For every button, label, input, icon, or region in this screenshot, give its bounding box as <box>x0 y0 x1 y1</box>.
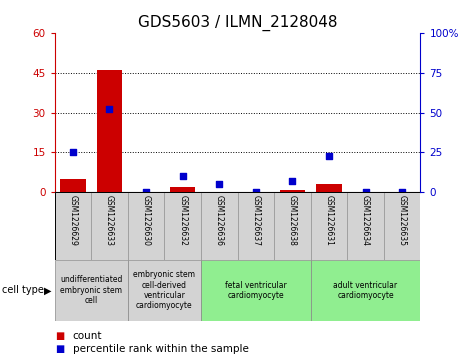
Bar <box>311 260 420 321</box>
Text: undifferentiated
embryonic stem
cell: undifferentiated embryonic stem cell <box>60 276 123 305</box>
Text: cell type: cell type <box>2 285 44 295</box>
Text: GSM1226632: GSM1226632 <box>178 195 187 246</box>
Point <box>179 174 186 179</box>
Text: ■: ■ <box>55 344 64 354</box>
Bar <box>60 179 86 192</box>
Text: embryonic stem
cell-derived
ventricular
cardiomyocyte: embryonic stem cell-derived ventricular … <box>133 270 195 310</box>
Bar <box>280 190 305 192</box>
Text: fetal ventricular
cardiomyocyte: fetal ventricular cardiomyocyte <box>225 281 287 300</box>
Bar <box>170 187 195 192</box>
Bar <box>128 192 164 260</box>
Text: GSM1226629: GSM1226629 <box>68 195 77 246</box>
Text: GSM1226630: GSM1226630 <box>142 195 151 246</box>
Text: GSM1226638: GSM1226638 <box>288 195 297 246</box>
Text: count: count <box>73 331 102 341</box>
Point <box>105 106 113 112</box>
Text: ■: ■ <box>55 331 64 341</box>
Bar <box>201 260 311 321</box>
Bar <box>128 260 201 321</box>
Text: GSM1226634: GSM1226634 <box>361 195 370 246</box>
Text: GSM1226631: GSM1226631 <box>324 195 333 246</box>
Text: GSM1226635: GSM1226635 <box>398 195 407 246</box>
Point <box>142 189 150 195</box>
Text: GSM1226637: GSM1226637 <box>251 195 260 246</box>
Bar <box>201 192 238 260</box>
Text: ▶: ▶ <box>44 285 51 295</box>
Point <box>325 153 332 159</box>
Bar <box>316 184 342 192</box>
Bar <box>384 192 420 260</box>
Point <box>289 178 296 184</box>
Bar <box>347 192 384 260</box>
Bar <box>311 192 347 260</box>
Text: GDS5603 / ILMN_2128048: GDS5603 / ILMN_2128048 <box>138 15 337 31</box>
Text: GSM1226636: GSM1226636 <box>215 195 224 246</box>
Bar <box>274 192 311 260</box>
Bar <box>164 192 201 260</box>
Bar <box>91 192 128 260</box>
Bar <box>55 260 128 321</box>
Point <box>252 189 259 195</box>
Point <box>216 182 223 187</box>
Point <box>398 189 406 195</box>
Bar <box>238 192 274 260</box>
Point <box>69 150 77 155</box>
Bar <box>97 70 122 192</box>
Text: percentile rank within the sample: percentile rank within the sample <box>73 344 248 354</box>
Bar <box>55 192 91 260</box>
Point <box>362 189 370 195</box>
Text: adult ventricular
cardiomyocyte: adult ventricular cardiomyocyte <box>333 281 398 300</box>
Text: GSM1226633: GSM1226633 <box>105 195 114 246</box>
